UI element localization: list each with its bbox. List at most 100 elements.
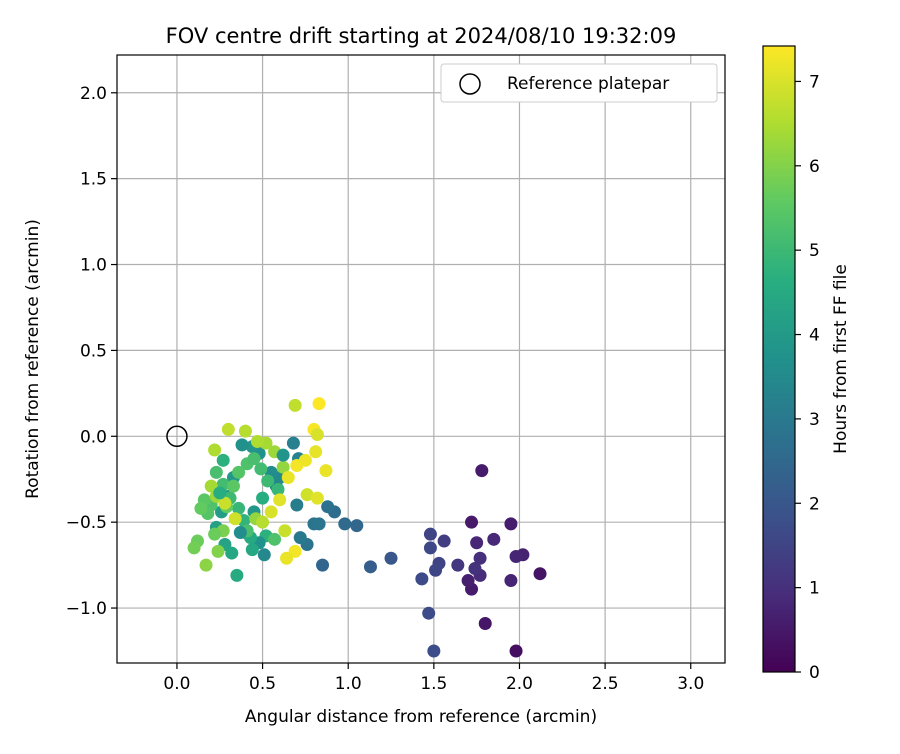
data-point — [437, 534, 451, 548]
data-point — [316, 558, 330, 572]
data-point — [276, 460, 290, 474]
data-point — [363, 560, 377, 574]
y-tick-label: 0.0 — [80, 427, 107, 447]
data-point — [451, 558, 465, 572]
data-point — [250, 434, 264, 448]
data-point — [245, 543, 259, 557]
data-point — [280, 551, 294, 565]
y-axis-ticks: −1.0 −0.5 0.0 0.5 1.0 1.5 2.0 — [66, 84, 117, 619]
x-axis-ticks: 0.0 0.5 1.0 1.5 2.0 2.5 3.0 — [163, 663, 704, 694]
data-point — [422, 606, 436, 620]
data-point — [429, 563, 443, 577]
data-point — [268, 532, 282, 546]
colorbar-ticks: 0 1 2 3 4 5 6 7 — [795, 72, 820, 683]
colorbar-tick-label: 0 — [809, 663, 820, 683]
data-point — [478, 616, 492, 630]
y-tick-label: −0.5 — [66, 513, 107, 533]
data-point — [233, 525, 247, 539]
data-point — [286, 436, 300, 450]
data-point — [256, 491, 270, 505]
data-point — [254, 462, 268, 476]
data-point — [288, 398, 302, 412]
data-point — [208, 443, 222, 457]
data-point — [264, 505, 278, 519]
y-tick-label: 0.5 — [80, 341, 107, 361]
data-point — [461, 574, 475, 588]
colorbar-tick-label: 5 — [809, 241, 820, 261]
data-point — [415, 572, 429, 586]
data-point — [261, 474, 275, 488]
data-point — [281, 471, 295, 485]
colorbar-gradient — [762, 45, 796, 673]
y-tick-label: −1.0 — [66, 599, 107, 619]
data-point — [187, 541, 201, 555]
data-point — [504, 574, 518, 588]
y-tick-label: 2.0 — [80, 84, 107, 104]
colorbar-tick-label: 7 — [809, 72, 820, 92]
data-point — [211, 544, 225, 558]
legend-reference-marker — [459, 73, 481, 95]
data-point — [300, 488, 314, 502]
y-axis-label: Rotation from reference (arcmin) — [23, 219, 43, 499]
data-point — [338, 517, 352, 531]
data-point — [312, 397, 326, 411]
data-point — [216, 453, 230, 467]
data-point — [257, 548, 271, 562]
data-point — [427, 644, 441, 658]
colorbar-tick-label: 3 — [809, 410, 820, 430]
y-tick-label: 1.0 — [80, 256, 107, 276]
data-point — [290, 498, 304, 512]
x-tick-label: 0.5 — [249, 674, 276, 694]
x-tick-label: 1.5 — [420, 674, 447, 694]
x-tick-label: 1.0 — [335, 674, 362, 694]
colorbar-label: Hours from first FF file — [831, 264, 851, 454]
data-point — [256, 515, 270, 529]
data-point — [423, 541, 437, 555]
data-point — [473, 551, 487, 565]
data-point — [199, 558, 213, 572]
data-point — [504, 517, 518, 531]
data-point — [228, 512, 242, 526]
data-point — [218, 496, 232, 510]
data-point — [321, 500, 335, 514]
data-point — [293, 531, 307, 545]
data-point — [319, 464, 333, 478]
data-points — [187, 397, 547, 658]
reference-platepar-marker — [166, 425, 188, 448]
data-point — [309, 445, 323, 459]
data-point — [230, 568, 244, 582]
data-point — [310, 428, 324, 442]
data-point — [384, 551, 398, 565]
data-point — [235, 438, 249, 452]
chart-title: FOV centre drift starting at 2024/08/10 … — [166, 24, 677, 48]
data-point — [312, 517, 326, 531]
data-point — [487, 532, 501, 546]
data-point — [465, 515, 479, 529]
data-point — [509, 550, 523, 564]
data-point — [247, 452, 261, 466]
legend-entry-reference-platepar: Reference platepar — [507, 74, 669, 94]
data-point — [232, 465, 246, 479]
data-point — [273, 493, 287, 507]
grid — [117, 55, 725, 663]
data-point — [209, 465, 223, 479]
legend: Reference platepar — [440, 63, 718, 103]
data-point — [475, 464, 489, 478]
data-point — [226, 479, 240, 493]
data-point — [278, 524, 292, 538]
data-point — [533, 567, 547, 581]
x-tick-label: 2.5 — [592, 674, 619, 694]
data-point — [221, 422, 235, 436]
data-point — [194, 501, 208, 515]
data-point — [470, 536, 484, 550]
data-point — [276, 448, 290, 462]
data-point — [232, 501, 246, 515]
x-axis-label: Angular distance from reference (arcmin) — [245, 707, 597, 727]
x-tick-label: 0.0 — [163, 674, 190, 694]
plot-frame — [116, 54, 726, 664]
data-point — [238, 424, 252, 438]
colorbar-tick-label: 1 — [809, 579, 820, 599]
colorbar-tick-label: 6 — [809, 157, 820, 177]
